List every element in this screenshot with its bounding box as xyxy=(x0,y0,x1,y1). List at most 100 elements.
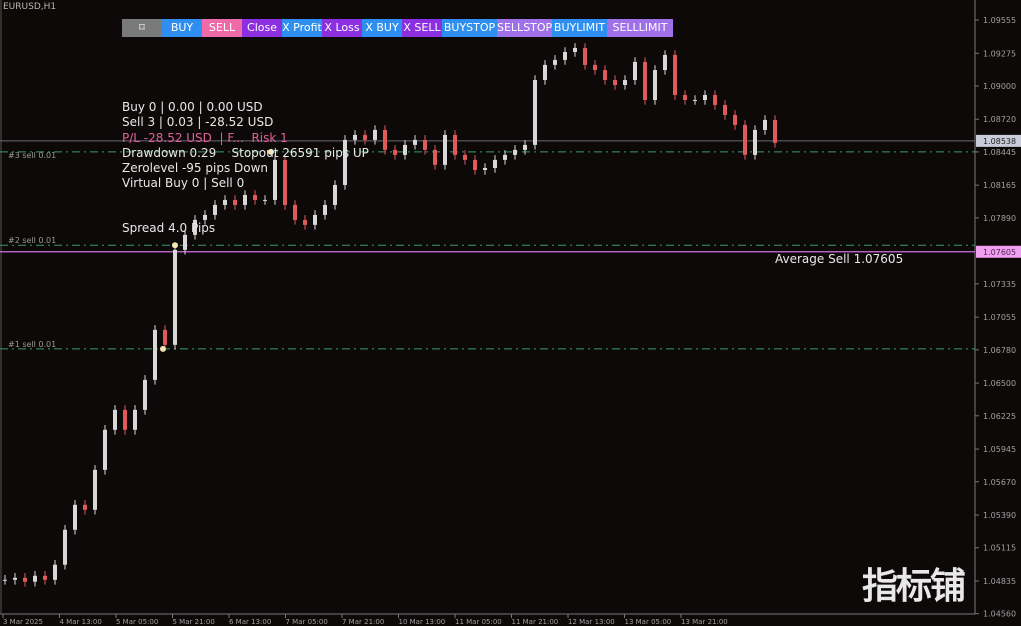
price-tick-label: 1.04560 xyxy=(983,610,1016,619)
bear-candle xyxy=(383,129,387,150)
bear-candle xyxy=(673,54,677,95)
bull-candle xyxy=(343,139,347,185)
average-price-label: 1.07605 xyxy=(983,248,1016,257)
spread-label: Spread 4.0 Pips xyxy=(122,221,216,235)
bull-candle xyxy=(313,214,317,225)
symbol-title: EURUSD,H1 xyxy=(3,2,57,12)
time-tick-label: 4 Mar 13:00 xyxy=(60,618,102,626)
bull-candle xyxy=(623,80,627,86)
bull-candle xyxy=(403,144,407,155)
price-tick-label: 1.07890 xyxy=(983,214,1016,223)
price-tick-label: 1.09555 xyxy=(983,16,1016,25)
bull-candle xyxy=(183,234,187,250)
price-tick-label: 1.05670 xyxy=(983,478,1016,487)
bear-candle xyxy=(303,219,307,225)
bull-candle xyxy=(693,99,697,101)
bear-candle xyxy=(593,64,597,71)
price-tick-label: 1.05115 xyxy=(983,544,1016,553)
bear-candle xyxy=(253,194,257,200)
bull-candle xyxy=(3,579,7,581)
profit-loss-line: P/L -28.52 USD | F... Risk 1 xyxy=(122,130,288,145)
price-tick-label: 1.07055 xyxy=(983,313,1016,322)
bull-candle xyxy=(213,204,217,215)
bull-candle xyxy=(443,134,447,165)
time-tick-label: 13 Mar 21:00 xyxy=(681,618,728,626)
bull-candle xyxy=(373,129,377,140)
bull-candle xyxy=(153,329,157,380)
bull-candle xyxy=(203,214,207,220)
bear-candle xyxy=(433,149,437,165)
price-tick-label: 1.06500 xyxy=(983,379,1016,388)
bull-candle xyxy=(753,129,757,155)
bull-candle xyxy=(143,379,147,410)
buy-summary: Buy 0 | 0.00 | 0.00 USD xyxy=(122,100,263,114)
toolbar-button-selllimit[interactable]: SELLLIMIT xyxy=(607,19,673,37)
toolbar-button-sellstop[interactable]: SELLSTOP xyxy=(497,19,552,37)
toolbar-button-x-profit[interactable]: X Profit xyxy=(282,19,322,37)
bull-candle xyxy=(413,139,417,145)
price-tick-label: 1.05390 xyxy=(983,511,1016,520)
bull-candle xyxy=(563,51,567,60)
bid-price-tag xyxy=(976,134,1021,147)
bull-candle xyxy=(553,59,557,65)
bear-candle xyxy=(603,70,607,81)
bull-candle xyxy=(263,199,267,201)
bull-candle xyxy=(763,119,767,130)
toolbar-button-x-sell[interactable]: X SELL xyxy=(402,19,442,37)
toolbar-button-sell[interactable]: SELL xyxy=(202,19,242,37)
toolbar-button-x-buy[interactable]: X BUY xyxy=(362,19,402,37)
virtual-orders-line: Virtual Buy 0 | Sell 0 xyxy=(122,176,245,191)
time-tick-label: 11 Mar 21:00 xyxy=(512,618,559,626)
toolbar-button-x-loss[interactable]: X Loss xyxy=(322,19,362,37)
bull-candle xyxy=(193,219,197,235)
order-label-3: #3 sell 0.01 xyxy=(8,151,57,160)
toolbar-button-buystop[interactable]: BUYSTOP xyxy=(442,19,497,37)
bear-candle xyxy=(453,134,457,155)
crosshair-button[interactable]: ⌑ xyxy=(122,19,162,37)
price-tick-label: 1.07335 xyxy=(983,280,1016,289)
price-tick-label: 1.06780 xyxy=(983,346,1016,355)
drawdown-line: Drawdown 0.29 Stopout 26591 pips UP xyxy=(122,145,369,160)
bull-candle xyxy=(243,194,247,205)
bull-candle xyxy=(33,575,37,582)
bear-candle xyxy=(23,577,27,582)
price-tick-label: 1.06225 xyxy=(983,412,1016,421)
bull-candle xyxy=(483,167,487,170)
bear-candle xyxy=(423,139,427,150)
time-tick-label: 11 Mar 05:00 xyxy=(455,618,502,626)
average-sell-label: Average Sell 1.07605 xyxy=(775,252,904,266)
toolbar-button-buylimit[interactable]: BUYLIMIT xyxy=(552,19,607,37)
bear-candle xyxy=(163,329,167,345)
bull-candle xyxy=(523,144,527,150)
bull-candle xyxy=(93,469,97,510)
bear-candle xyxy=(463,154,467,160)
account-info-panel: Buy 0 | 0.00 | 0.00 USD Sell 3 | 0.03 | -… xyxy=(122,100,369,192)
bull-candle xyxy=(633,61,637,81)
bear-candle xyxy=(743,124,747,155)
bear-candle xyxy=(723,104,727,115)
bull-candle xyxy=(703,94,707,100)
price-tick-label: 1.08445 xyxy=(983,148,1016,157)
bull-candle xyxy=(503,154,507,160)
trade-toolbar: ⌑ BUY SELL Close X Profit X Loss X BUY X SELL BU… xyxy=(122,19,673,37)
bull-candle xyxy=(513,149,517,155)
order-label-2: #2 sell 0.01 xyxy=(8,236,57,245)
time-tick-label: 10 Mar 13:00 xyxy=(399,618,446,626)
bear-candle xyxy=(233,199,237,205)
bear-candle xyxy=(293,204,297,220)
bear-candle xyxy=(583,47,587,65)
bull-candle xyxy=(63,529,67,565)
price-tick-label: 1.04835 xyxy=(983,577,1016,586)
toolbar-button-buy[interactable]: BUY xyxy=(162,19,202,37)
toolbar-button-close[interactable]: Close xyxy=(242,19,282,37)
bull-candle xyxy=(13,577,17,580)
bull-candle xyxy=(573,47,577,52)
price-tick-label: 1.09000 xyxy=(983,82,1016,91)
bull-candle xyxy=(353,134,357,140)
bear-candle xyxy=(43,575,47,580)
time-tick-label: 3 Mar 2025 xyxy=(3,618,43,626)
time-tick-label: 5 Mar 05:00 xyxy=(116,618,158,626)
average-price-tag xyxy=(976,245,1021,258)
entry-marker xyxy=(160,345,166,352)
